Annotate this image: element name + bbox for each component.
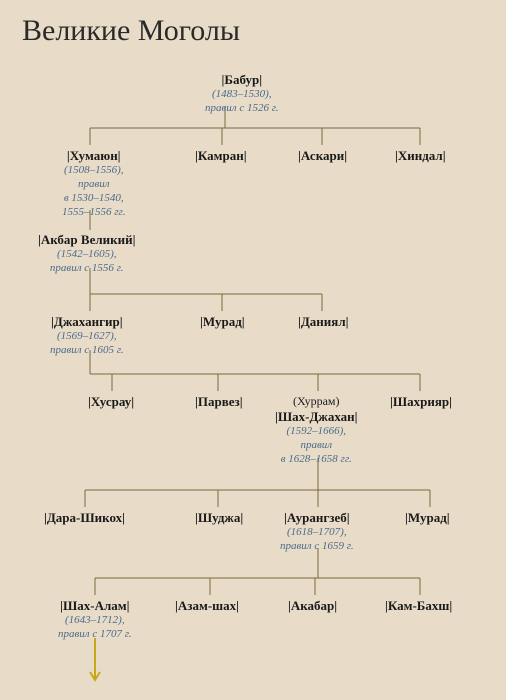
node-name: |Мурад| xyxy=(200,314,245,330)
node-name: |Хиндал| xyxy=(395,148,446,164)
node-babur: |Бабур|(1483–1530),правил с 1526 г. xyxy=(205,72,279,116)
node-dates: правил с 1707 г. xyxy=(58,628,132,642)
node-aurangzeb: |Аурангзеб|(1618–1707),правил с 1659 г. xyxy=(280,510,354,554)
node-name: |Камран| xyxy=(195,148,247,164)
node-dates: (1643–1712), xyxy=(58,614,132,628)
node-hindal: |Хиндал| xyxy=(395,148,446,164)
node-name: |Мурад| xyxy=(405,510,450,526)
node-dates: (1508–1556), xyxy=(62,164,125,178)
node-name: |Аскари| xyxy=(298,148,347,164)
node-dates: (1483–1530), xyxy=(205,88,279,102)
node-dates: 1555–1556 гг. xyxy=(62,206,125,220)
node-dates: правил с 1659 г. xyxy=(280,540,354,554)
node-dates: (1592–1666), xyxy=(275,425,358,439)
page-title: Великие Моголы xyxy=(22,14,240,48)
node-askari: |Аскари| xyxy=(298,148,347,164)
node-akabar: |Акабар| xyxy=(288,598,337,614)
node-khusrau: |Хусрау| xyxy=(88,394,134,410)
node-dates: (1618–1707), xyxy=(280,526,354,540)
node-dates: правил xyxy=(275,439,358,453)
node-daniyal: |Даниял| xyxy=(298,314,348,330)
node-dates: правил с 1556 г. xyxy=(38,262,135,276)
node-name: |Даниял| xyxy=(298,314,348,330)
node-murad2: |Мурад| xyxy=(405,510,450,526)
node-shahjahan_paren: (Хуррам)|Шах-Джахан|(1592–1666),правилв … xyxy=(275,394,358,467)
node-paren: (Хуррам) xyxy=(275,394,358,409)
node-akbar: |Акбар Великий|(1542–1605),правил с 1556… xyxy=(38,232,135,276)
node-dates: в 1530–1540, xyxy=(62,192,125,206)
node-dates: правил xyxy=(62,178,125,192)
node-shahalam: |Шах-Алам|(1643–1712),правил с 1707 г. xyxy=(58,598,132,642)
node-name: |Шах-Алам| xyxy=(58,598,132,614)
node-name: |Бабур| xyxy=(205,72,279,88)
node-name: |Дара-Шикох| xyxy=(44,510,125,526)
node-name: |Хусрау| xyxy=(88,394,134,410)
node-darashikoh: |Дара-Шикох| xyxy=(44,510,125,526)
node-parvez: |Парвез| xyxy=(195,394,243,410)
node-azamshah: |Азам-шах| xyxy=(175,598,239,614)
node-shahryar: |Шахрияр| xyxy=(390,394,452,410)
node-shuja: |Шуджа| xyxy=(195,510,243,526)
node-dates: (1542–1605), xyxy=(38,248,135,262)
node-dates: в 1628–1658 гг. xyxy=(275,453,358,467)
node-name: |Хумаюн| xyxy=(62,148,125,164)
node-humayun: |Хумаюн|(1508–1556),правилв 1530–1540,15… xyxy=(62,148,125,219)
node-kamran: |Камран| xyxy=(195,148,247,164)
node-name: |Аурангзеб| xyxy=(280,510,354,526)
node-jahangir: |Джахангир|(1569–1627),правил с 1605 г. xyxy=(50,314,124,358)
node-name: |Азам-шах| xyxy=(175,598,239,614)
node-name: |Парвез| xyxy=(195,394,243,410)
node-kambakhsh: |Кам-Бахш| xyxy=(385,598,452,614)
node-name: |Джахангир| xyxy=(50,314,124,330)
node-name: |Шах-Джахан| xyxy=(275,409,358,425)
node-name: |Акбар Великий| xyxy=(38,232,135,248)
node-dates: правил с 1605 г. xyxy=(50,344,124,358)
node-name: |Шуджа| xyxy=(195,510,243,526)
node-dates: (1569–1627), xyxy=(50,330,124,344)
node-murad1: |Мурад| xyxy=(200,314,245,330)
node-name: |Кам-Бахш| xyxy=(385,598,452,614)
node-dates: правил с 1526 г. xyxy=(205,102,279,116)
node-name: |Шахрияр| xyxy=(390,394,452,410)
node-name: |Акабар| xyxy=(288,598,337,614)
